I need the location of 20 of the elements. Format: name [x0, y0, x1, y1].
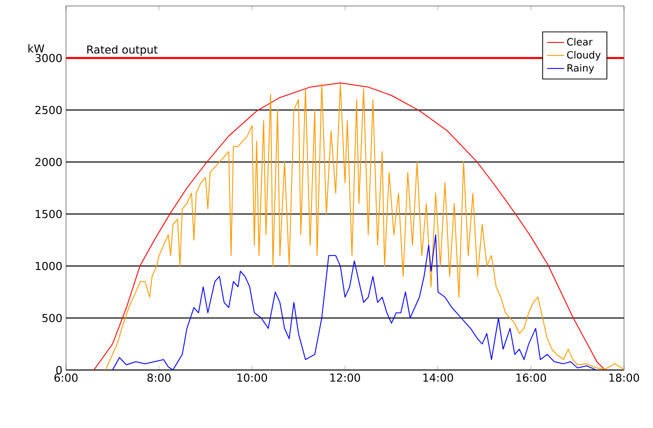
y-tick-label: 0: [56, 366, 62, 374]
y-tick-label: 500: [42, 314, 62, 322]
x-tick-label: 10:00: [237, 374, 268, 382]
y-axis-title: kW: [28, 44, 44, 52]
y-tick-label: 2000: [35, 158, 62, 166]
legend-label: Rainy: [568, 64, 594, 74]
legend-label: Cloudy: [567, 50, 601, 61]
x-tick-label: 8:00: [147, 374, 171, 382]
y-tick-label: 1000: [36, 262, 62, 270]
y-tick-label: 1500: [36, 210, 62, 218]
y-tick-label: 3000: [35, 54, 62, 62]
x-tick-label: 18:00: [609, 374, 640, 382]
line-series: [112, 234, 597, 370]
x-tick-label: 6:00: [54, 374, 78, 382]
x-tick-label: 12:00: [330, 374, 360, 382]
y-tick-label: 2500: [35, 106, 62, 114]
x-tick-label: 14:00: [423, 374, 454, 382]
legend-label: Clear: [567, 38, 593, 46]
x-tick-label: 16:00: [516, 374, 546, 382]
ref-line-label: Rated output: [87, 45, 158, 56]
